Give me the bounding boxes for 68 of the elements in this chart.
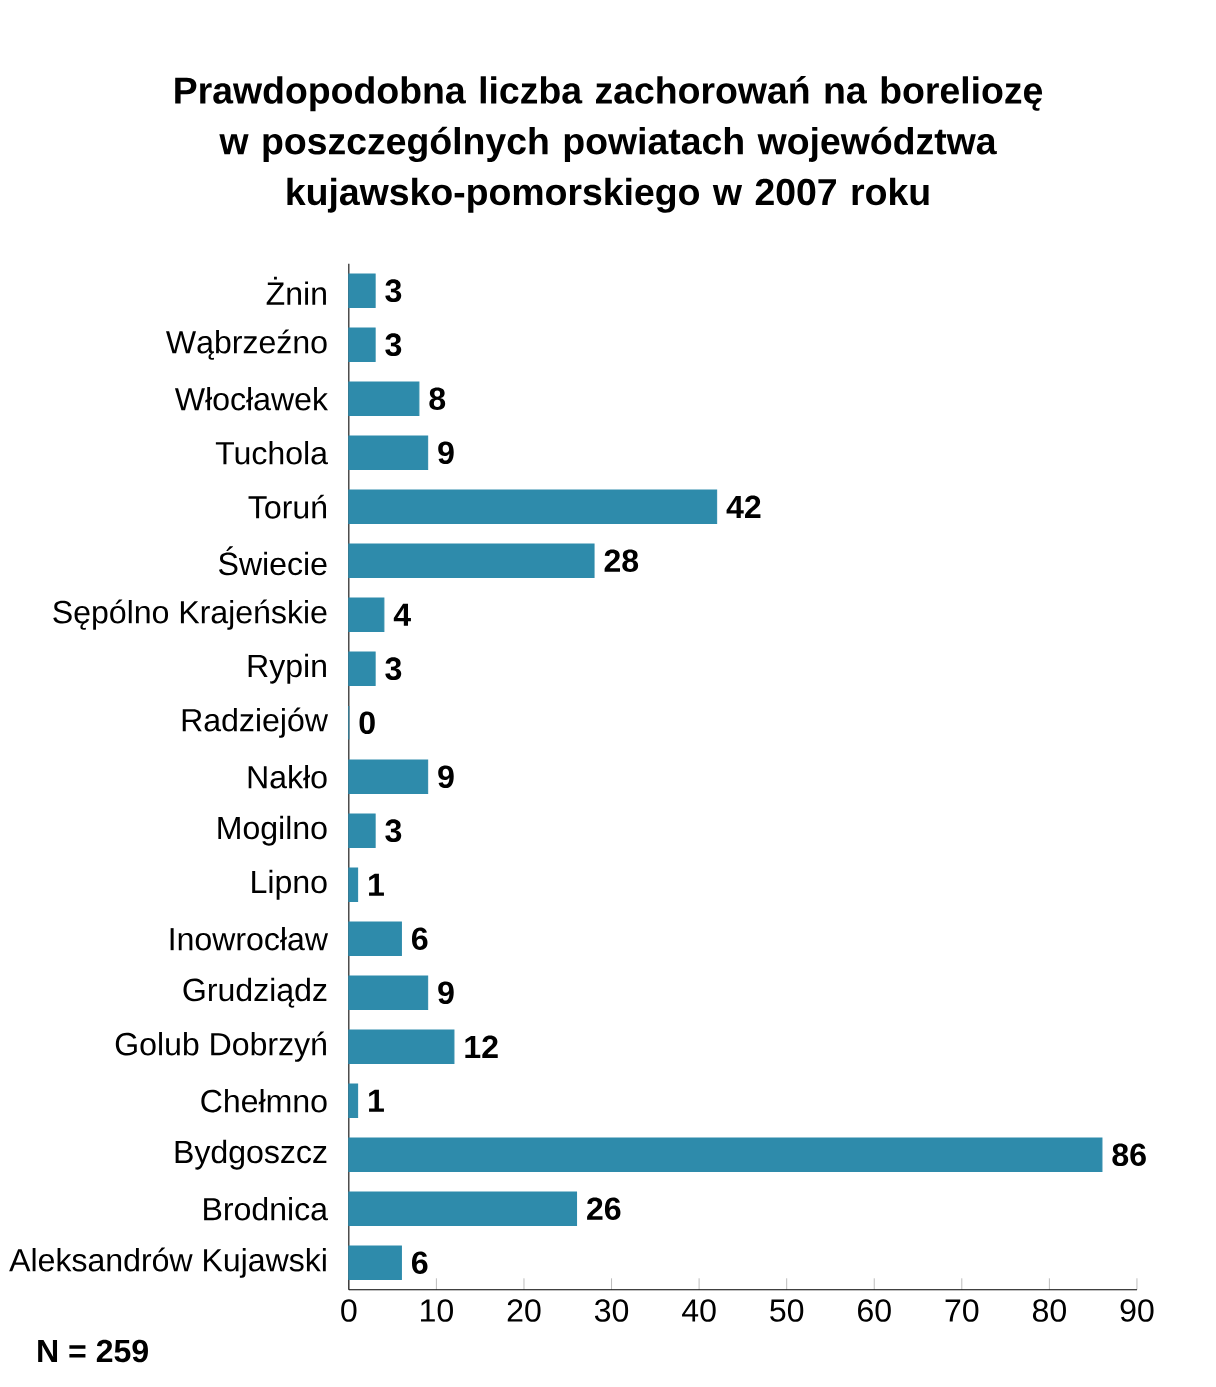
data-label: 86	[1112, 1143, 1146, 1167]
data-label: 9	[438, 765, 454, 789]
bar	[348, 759, 429, 795]
bar	[348, 867, 359, 902]
data-label: 1	[369, 873, 384, 896]
bar	[348, 543, 595, 578]
y-tick-label: Grudziądz	[183, 977, 327, 1008]
x-tick-label: 80	[1032, 1299, 1066, 1322]
y-tick-label: Aleksandrów Kujawski	[9, 1247, 326, 1278]
x-tick-label: 10	[421, 1299, 453, 1322]
y-tick-label: Toruń	[248, 494, 326, 519]
text: N = 259	[38, 1339, 148, 1363]
data-label: 9	[438, 441, 454, 465]
data-label: 3	[385, 333, 402, 357]
data-label: 6	[411, 927, 428, 951]
y-tick-label: Chełmno	[201, 1088, 327, 1113]
bar	[348, 1029, 455, 1064]
bar	[348, 489, 718, 524]
x-tick-label: 50	[770, 1299, 804, 1322]
chart-title: Prawdopodobna liczba zachorowań na boreliozę w poszczególnych powiatach województwa kujawsko-pomorskiego w 2007 roku	[175, 75, 1043, 213]
data-label: 0	[359, 711, 375, 735]
data-label: 12	[465, 1035, 498, 1058]
y-tick-label: Inowrocław	[170, 926, 329, 951]
y-tick-label: Świecie	[219, 546, 327, 576]
data-label: 3	[385, 819, 402, 843]
y-tick-label: Tuchola	[215, 440, 328, 465]
y-tick-label: Nakło	[248, 764, 327, 789]
data-label: 6	[411, 1251, 428, 1275]
y-tick-label: Radziejów	[182, 707, 329, 738]
bar	[348, 435, 429, 470]
y-tick-label: Lipno	[252, 869, 327, 900]
y-tick-label: Wąbrzeźno	[166, 329, 327, 360]
y-tick-label: Włocławek	[174, 386, 329, 411]
bar	[348, 1137, 1103, 1173]
bar	[348, 651, 376, 686]
bar	[348, 921, 402, 956]
data-label: 3	[385, 279, 402, 303]
y-tick-label: Rypin	[248, 653, 326, 684]
x-tick-label: 60	[858, 1299, 891, 1322]
bar	[348, 273, 376, 308]
bar	[348, 1191, 578, 1227]
y-tick-label: Golub Dobrzyń	[115, 1031, 326, 1062]
data-label: 1	[369, 1089, 384, 1112]
data-label: 9	[438, 981, 454, 1005]
bar	[348, 381, 420, 416]
x-tick-label: 30	[594, 1299, 629, 1322]
x-tick-label: 90	[1120, 1299, 1154, 1322]
data-label: 8	[429, 387, 446, 411]
bar	[348, 327, 376, 362]
bar	[348, 1245, 402, 1281]
data-label: 42	[726, 495, 761, 518]
y-tick-label: Sępólno Krajeńskie	[53, 599, 327, 630]
data-label: 4	[393, 603, 411, 626]
data-label: 28	[604, 549, 639, 573]
x-tick-label: 40	[682, 1299, 716, 1322]
y-tick-label: Bydgoszcz	[175, 1139, 327, 1170]
y-tick-label: Żnin	[266, 276, 326, 305]
y-tick-label: Brodnica	[204, 1196, 328, 1221]
data-label: 3	[385, 657, 402, 681]
x-tick-label: 0	[341, 1299, 357, 1322]
bar	[348, 975, 429, 1010]
bar	[348, 597, 385, 632]
bar	[348, 1083, 359, 1118]
y-tick-label: Mogilno	[218, 815, 327, 846]
data-label: 26	[587, 1197, 621, 1221]
x-tick-label: 20	[507, 1299, 541, 1322]
x-tick-label: 70	[945, 1299, 979, 1322]
bar	[348, 813, 376, 848]
